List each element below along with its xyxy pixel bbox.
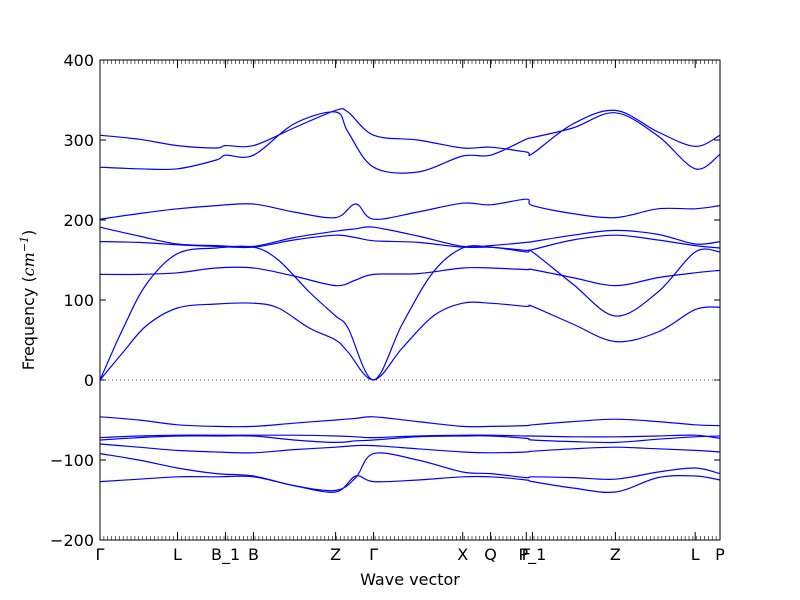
band-line-5 bbox=[99, 434, 721, 439]
band-line-13 bbox=[99, 111, 721, 174]
x-tick-label: Γ bbox=[96, 545, 105, 564]
band-line-6 bbox=[99, 416, 721, 428]
y-axis-label: Frequency (cm−1) bbox=[18, 230, 38, 371]
x-ticks bbox=[99, 60, 721, 540]
x-axis-label: Wave vector bbox=[360, 570, 460, 589]
band-line-2 bbox=[99, 452, 721, 492]
band-line-1 bbox=[99, 475, 721, 493]
x-tick-label: Q bbox=[484, 545, 497, 564]
band-line-12 bbox=[99, 198, 721, 220]
y-tick-label: 100 bbox=[63, 291, 94, 310]
band-line-14 bbox=[99, 108, 721, 157]
y-tick-labels: −200 −100 0 100 200 300 400 bbox=[50, 51, 94, 550]
band-line-11 bbox=[99, 226, 721, 248]
x-tick-label: Z bbox=[330, 545, 341, 564]
y-axis-label-suffix: ) bbox=[19, 230, 38, 236]
x-tick-label: Z bbox=[610, 545, 621, 564]
band-line-3 bbox=[99, 443, 721, 454]
x-tick-label: B_1 bbox=[211, 545, 240, 565]
plot-frame bbox=[99, 59, 721, 541]
y-tick-label: 400 bbox=[63, 51, 94, 70]
y-tick-label: 200 bbox=[63, 211, 94, 230]
x-tick-label: P bbox=[715, 545, 725, 564]
x-tick-label: L bbox=[173, 545, 182, 564]
y-axis-label-unit: cm bbox=[19, 252, 38, 276]
band-line-9 bbox=[99, 266, 721, 287]
x-tick-label: L bbox=[691, 545, 700, 564]
band-line-4 bbox=[99, 435, 721, 444]
x-tick-label: F bbox=[522, 545, 531, 564]
band-line-10 bbox=[99, 234, 721, 252]
y-tick-label: −100 bbox=[50, 451, 94, 470]
x-tick-label: B bbox=[248, 545, 259, 564]
x-tick-label: P_1 bbox=[519, 545, 547, 565]
band-line-8 bbox=[99, 245, 721, 381]
y-tick-label: −200 bbox=[50, 531, 94, 550]
y-ticks bbox=[100, 59, 720, 541]
band-series bbox=[99, 108, 721, 493]
y-axis-label-prefix: Frequency ( bbox=[19, 276, 38, 370]
x-tick-labels: Γ L B_1 B Z Γ X Q FP_1 Z L P bbox=[96, 545, 726, 565]
y-axis-label-unit-exponent: −1 bbox=[18, 236, 31, 252]
x-tick-label: X bbox=[457, 545, 468, 564]
x-tick-label: Γ bbox=[369, 545, 378, 564]
band-line-7 bbox=[99, 301, 721, 381]
y-tick-label: 0 bbox=[84, 371, 94, 390]
y-tick-label: 300 bbox=[63, 131, 94, 150]
